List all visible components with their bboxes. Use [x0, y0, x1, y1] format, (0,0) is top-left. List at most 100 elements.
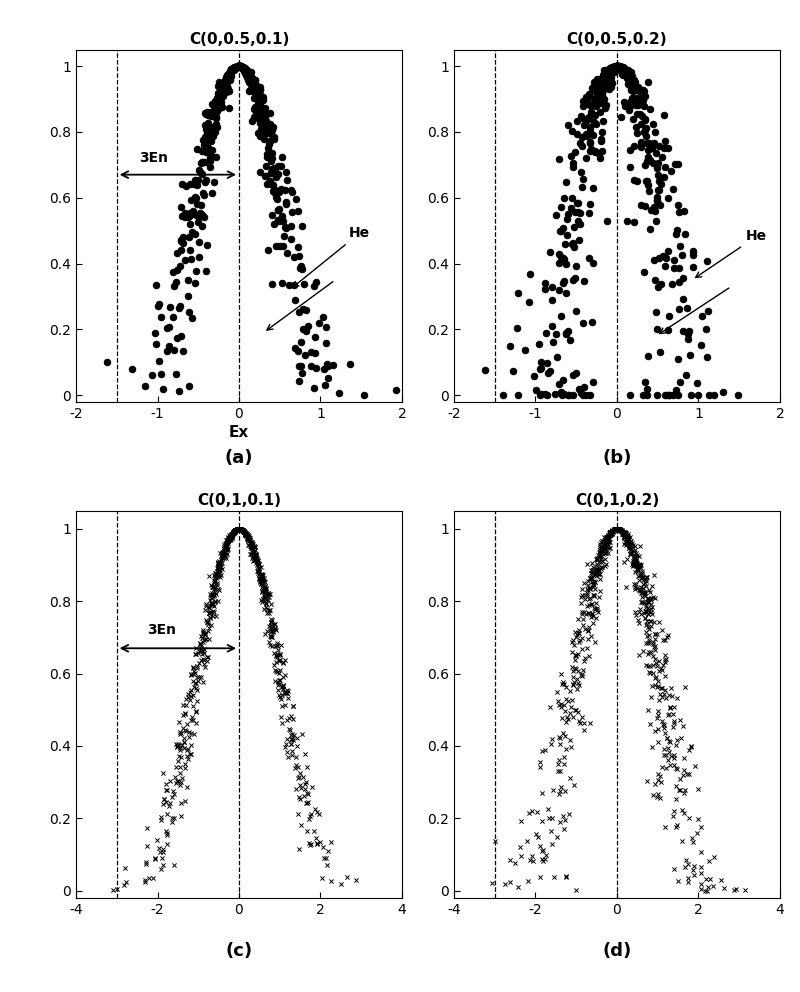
Text: (d): (d): [602, 942, 632, 960]
Point: [591, 564, 604, 580]
Point: [250, 102, 263, 118]
Point: [581, 96, 594, 112]
Point: [608, 522, 621, 538]
Point: [256, 574, 269, 590]
Point: [246, 78, 258, 94]
Point: [582, 579, 595, 595]
Point: [232, 59, 245, 74]
Point: [310, 804, 323, 819]
Point: [214, 558, 226, 574]
Point: [616, 63, 629, 79]
Point: [602, 62, 615, 78]
Point: [611, 521, 624, 537]
Point: [214, 558, 226, 574]
Point: [168, 786, 181, 802]
Point: [228, 60, 241, 75]
Point: [195, 641, 208, 657]
Point: [534, 354, 547, 370]
Point: [210, 116, 222, 132]
Point: [254, 165, 266, 181]
Point: [554, 199, 567, 215]
Point: [562, 711, 575, 727]
Point: [277, 669, 290, 684]
Point: [622, 76, 634, 92]
Point: [230, 522, 243, 538]
Point: [236, 522, 249, 538]
Point: [610, 521, 622, 537]
Point: [222, 531, 234, 547]
Point: [613, 522, 626, 538]
Point: [246, 74, 258, 90]
Point: [626, 558, 639, 574]
Point: [315, 870, 328, 886]
Point: [666, 182, 679, 197]
Point: [238, 61, 250, 76]
Point: [226, 527, 238, 543]
Point: [290, 749, 302, 765]
Point: [217, 83, 230, 99]
Point: [246, 79, 258, 95]
Point: [606, 523, 618, 539]
Point: [654, 661, 667, 677]
Point: [572, 676, 585, 691]
Point: [220, 542, 233, 558]
Point: [526, 804, 538, 819]
Point: [184, 207, 197, 223]
Point: [171, 262, 184, 278]
Point: [161, 806, 174, 822]
Point: [602, 72, 614, 88]
Point: [191, 682, 204, 697]
Point: [573, 232, 586, 248]
Point: [233, 521, 246, 537]
Point: [209, 569, 222, 585]
Point: [229, 60, 242, 75]
Point: [656, 657, 669, 673]
Point: [603, 525, 616, 541]
Point: [261, 586, 274, 602]
Point: [246, 540, 258, 556]
Point: [194, 204, 206, 220]
Point: [586, 559, 599, 575]
Point: [255, 573, 268, 589]
Point: [646, 740, 658, 756]
Point: [570, 127, 583, 143]
Point: [581, 112, 594, 128]
Point: [225, 528, 238, 544]
Point: [624, 69, 637, 85]
Point: [209, 579, 222, 595]
Point: [570, 627, 583, 643]
Point: [241, 529, 254, 545]
Point: [573, 381, 586, 397]
Point: [570, 629, 582, 645]
Point: [141, 819, 154, 835]
Point: [227, 61, 240, 76]
Point: [601, 531, 614, 547]
Point: [343, 356, 356, 372]
Point: [198, 645, 210, 661]
Point: [591, 551, 604, 566]
Point: [618, 94, 630, 110]
Point: [256, 594, 269, 610]
Point: [189, 275, 202, 291]
Point: [628, 553, 641, 568]
Point: [600, 534, 613, 550]
Point: [243, 63, 256, 79]
Point: [615, 109, 628, 125]
Point: [214, 85, 226, 101]
Point: [166, 813, 178, 829]
Point: [561, 708, 574, 724]
Point: [233, 59, 246, 74]
Point: [605, 527, 618, 543]
Point: [300, 796, 313, 811]
Point: [598, 65, 610, 81]
Point: [247, 109, 260, 125]
Point: [585, 606, 598, 622]
Point: [570, 365, 582, 381]
Point: [281, 173, 294, 188]
Point: [598, 530, 611, 546]
Point: [252, 99, 265, 115]
Point: [110, 881, 123, 897]
Point: [596, 559, 609, 575]
Point: [222, 66, 234, 82]
Point: [539, 386, 552, 402]
